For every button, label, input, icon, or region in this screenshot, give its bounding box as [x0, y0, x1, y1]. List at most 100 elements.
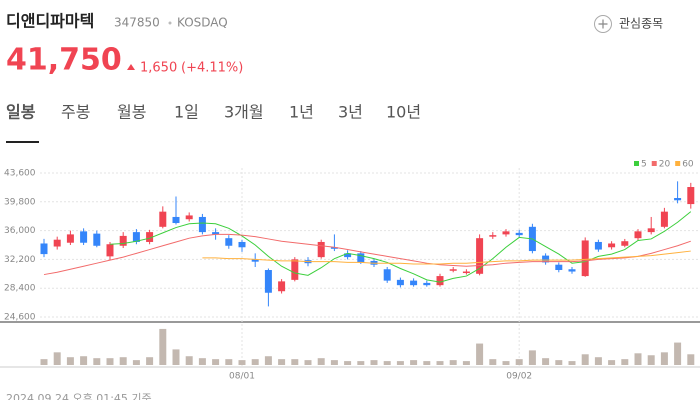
legend-label: 5 [641, 160, 647, 170]
timestamp: 2024.09.24 오후 01:45 기준 [6, 392, 152, 400]
volume-bar [396, 361, 404, 365]
moving-average-line [109, 211, 692, 283]
volume-bar [647, 355, 655, 365]
tab[interactable]: 1일 [174, 103, 199, 122]
candle-body [344, 253, 352, 258]
volume-bar [106, 358, 114, 365]
tab[interactable]: 월봉 [117, 103, 146, 122]
tab[interactable]: 10년 [386, 103, 421, 122]
candle-body [383, 269, 391, 281]
y-tick-label: 39,800 [4, 197, 36, 207]
candle-body [608, 243, 616, 248]
tab[interactable]: 주봉 [61, 103, 90, 122]
candle-body [462, 271, 470, 274]
legend-label: 20 [659, 160, 671, 170]
volume-bar [568, 361, 576, 365]
candle-body [317, 241, 325, 258]
plus-icon [594, 15, 612, 33]
y-tick-label: 32,200 [4, 255, 36, 265]
candle-body [594, 241, 602, 250]
volume-bar [687, 354, 695, 365]
price: 41,750 [6, 43, 122, 78]
volume-bar [291, 359, 299, 365]
volume-bar [423, 361, 431, 365]
volume-bar [674, 342, 682, 365]
y-tick-label: 24,600 [4, 313, 36, 323]
legend-swatch [634, 161, 639, 166]
candle-body [489, 235, 497, 237]
volume-bar [172, 349, 180, 365]
volume-bar [621, 359, 629, 365]
tab[interactable]: 3년 [338, 103, 363, 122]
volume-bar [608, 360, 616, 365]
y-tick-label: 28,400 [4, 284, 36, 294]
volume-bar [251, 359, 259, 365]
volume-bar [330, 360, 338, 365]
candle-body [198, 216, 206, 233]
candle-body [581, 240, 589, 277]
candle-body [502, 231, 510, 235]
candle-body [146, 232, 154, 242]
x-tick-label: 08/01 [229, 372, 255, 382]
volume-bar [238, 360, 246, 365]
candle-body [647, 228, 655, 233]
volume-bar [278, 359, 286, 365]
legend-label: 60 [682, 160, 694, 170]
candle-body [396, 279, 404, 286]
volume-bar [93, 358, 101, 365]
volume-bar [555, 360, 563, 365]
moving-average-line [43, 233, 691, 276]
volume-bar [198, 358, 206, 365]
volume-bar [159, 328, 167, 365]
chart: 24,600 28,400 32,200 36,000 39,800 43,600 08/0… [0, 160, 700, 382]
candle-body [238, 241, 246, 248]
candle-body [555, 264, 563, 271]
volume-bar [357, 361, 365, 365]
stock-name: 디앤디파마텍 [6, 12, 94, 31]
volume-bar [212, 359, 220, 365]
candle-body [436, 276, 444, 286]
candle-body [119, 235, 127, 246]
volume-bar [370, 360, 378, 365]
moving-average-line [202, 250, 691, 265]
volume-bar [542, 358, 550, 365]
candle-body [660, 211, 668, 227]
volume-bar [132, 360, 140, 365]
tab[interactable]: 3개월 [224, 103, 264, 122]
volume-bar [594, 357, 602, 365]
volume-bar [581, 354, 589, 365]
candle-body [410, 280, 418, 286]
volume-bar [436, 361, 444, 365]
period-tabs: 일봉 주봉 월봉 1일 3개월 1년 3년 10년 [6, 103, 421, 122]
candle-body [542, 255, 550, 263]
watch-button[interactable]: 관심종목 [594, 15, 664, 33]
volume-bar [528, 350, 536, 365]
stock-code: 347850 [114, 16, 160, 30]
candle-body [93, 233, 101, 246]
tab[interactable]: 1년 [289, 103, 314, 122]
volume-bar [40, 359, 48, 365]
candle-body [264, 270, 272, 293]
watch-label[interactable]: 관심종목 [619, 17, 663, 31]
candle-body [80, 231, 88, 243]
volume-bar [660, 352, 668, 365]
separator [168, 21, 172, 25]
x-tick-label: 09/02 [506, 372, 532, 382]
legend-swatch [651, 161, 657, 166]
candle-body [423, 282, 431, 286]
candle-body [159, 211, 167, 227]
volume-bar [264, 356, 272, 365]
volume-bar [502, 361, 510, 365]
volume-bar [462, 361, 470, 365]
volume-bar [304, 360, 312, 365]
candle-body [185, 215, 193, 220]
change-pct: (+4.11%) [181, 61, 243, 76]
legend-swatch [675, 161, 681, 166]
market: KOSDAQ [177, 16, 228, 30]
candle-body [449, 269, 457, 271]
candle-body [357, 253, 365, 263]
candle-body [687, 187, 695, 205]
candle-body [515, 232, 523, 236]
tab[interactable]: 일봉 [6, 103, 36, 122]
